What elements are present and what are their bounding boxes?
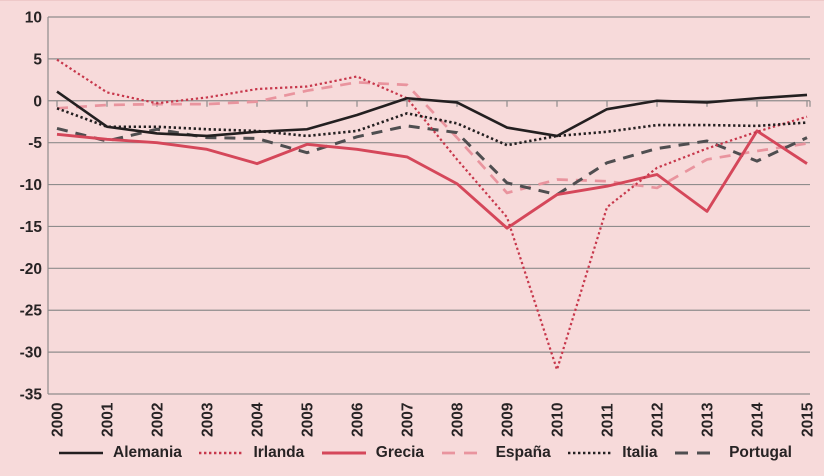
y-tick-label: 5 (33, 51, 42, 68)
series-line-grecia (56, 129, 808, 230)
legend-label-alemania: Alemania (113, 444, 182, 462)
legend-item-irlanda: Irlanda (198, 445, 304, 461)
y-tick-label: -25 (20, 303, 43, 320)
legend-label-irlanda: Irlanda (253, 444, 305, 462)
legend-line-portugal (675, 451, 720, 455)
legend-line-italia (568, 451, 613, 455)
y-tick-label: -30 (20, 345, 42, 362)
x-tick-label: 2014 (750, 402, 767, 437)
y-tick-label: 10 (25, 10, 42, 27)
legend-item-italia: Italia (567, 444, 658, 462)
x-tick-label: 2010 (550, 403, 567, 437)
legend-item-espana: España (441, 445, 551, 461)
x-tick-label: 2012 (650, 403, 667, 437)
legend-item-portugal: Portugal (674, 445, 792, 461)
y-tick-label: 0 (33, 93, 42, 110)
y-tick-label: -15 (20, 219, 43, 236)
x-tick-label: 2006 (350, 402, 367, 437)
series-line-italia (56, 107, 808, 147)
y-tick-label: -35 (20, 387, 43, 404)
y-tick-label: -10 (20, 177, 42, 194)
x-tick-label: 2005 (300, 402, 317, 437)
chart-legend: Alemania Irlanda Grecia España Italia Portuga… (0, 439, 824, 467)
series-line-alemania (56, 90, 808, 138)
x-tick-label: 2008 (450, 402, 467, 437)
y-tick-label: -5 (28, 135, 42, 152)
x-tick-label: 2007 (400, 403, 417, 437)
legend-label-italia: Italia (622, 444, 658, 462)
legend-item-alemania: Alemania (58, 445, 182, 461)
x-tick-label: 2003 (200, 402, 217, 437)
legend-line-grecia (321, 451, 366, 455)
x-tick-label: 2015 (800, 402, 817, 437)
legend-line-irlanda (199, 451, 244, 455)
x-tick-label: 2011 (600, 403, 617, 437)
x-tick-label: 2002 (150, 403, 167, 437)
y-tick-label: -20 (20, 261, 42, 278)
series-line-irlanda (56, 58, 808, 371)
legend-item-grecia: Grecia (321, 445, 424, 461)
legend-label-portugal: Portugal (729, 444, 792, 462)
x-tick-label: 2009 (500, 402, 517, 437)
x-tick-label: 2004 (250, 402, 267, 437)
series-line-portugal (56, 124, 808, 197)
legend-label-grecia: Grecia (375, 444, 425, 462)
deficit-line-chart: 10 5 0 -5 -10 -15 -20 -25 -30 -35 2000 2001 2002 2003… (20, 10, 817, 438)
series-line-espana (56, 80, 808, 195)
legend-line-alemania (59, 451, 103, 455)
x-tick-label: 2001 (100, 402, 117, 437)
legend-line-espana (441, 451, 486, 455)
x-tick-label: 2013 (700, 402, 717, 437)
legend-label-espana: España (495, 444, 551, 462)
x-tick-label: 2000 (50, 403, 67, 437)
